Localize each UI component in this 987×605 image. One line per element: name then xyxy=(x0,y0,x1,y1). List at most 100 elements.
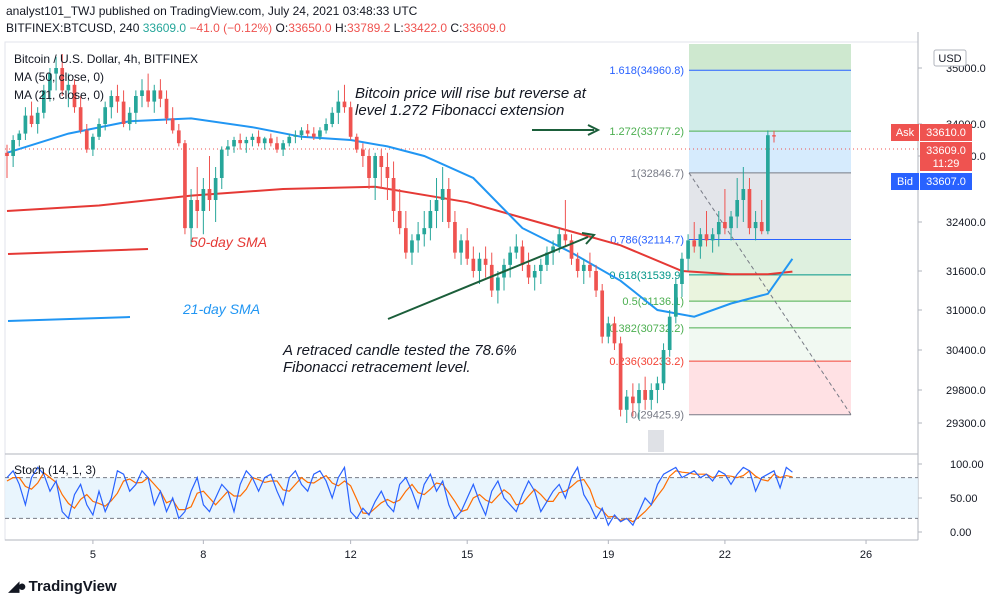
candle-body xyxy=(735,200,740,217)
candle-body xyxy=(637,390,641,404)
fib-extension-note: Bitcoin price will rise but reverse at le… xyxy=(355,85,587,119)
candle xyxy=(643,376,647,410)
stoch-d-line xyxy=(6,470,793,523)
y-tick-label: 32400.0 xyxy=(946,217,986,229)
candle xyxy=(551,240,555,265)
ma21-line xyxy=(6,117,794,318)
candle-body xyxy=(226,146,230,150)
candle-body xyxy=(17,133,22,140)
candle xyxy=(496,271,500,304)
candle-body xyxy=(741,189,746,200)
candle xyxy=(698,228,703,259)
y-tick-label: 31600.0 xyxy=(946,266,986,278)
candle-body xyxy=(532,271,537,278)
candle xyxy=(373,152,378,200)
candle-body xyxy=(330,112,335,124)
time-highlight xyxy=(648,430,664,452)
candle-body xyxy=(201,189,206,211)
candle xyxy=(759,200,764,235)
candle-body xyxy=(753,222,758,229)
candle-body xyxy=(643,390,647,400)
candle xyxy=(471,246,476,278)
fib-level-label: 1(32846.7) xyxy=(631,168,684,180)
ask-price: 33610.0 xyxy=(926,127,966,139)
candle-body xyxy=(489,264,494,291)
candle-body xyxy=(354,136,359,150)
candle-body xyxy=(287,136,292,144)
candle-body xyxy=(195,200,200,211)
price-change: −41.0 (−0.12%) xyxy=(189,21,273,35)
fib-band xyxy=(689,70,851,132)
candle-body xyxy=(158,90,163,99)
candle-body xyxy=(661,350,666,384)
candle-body xyxy=(575,258,580,271)
candle-body xyxy=(557,234,562,247)
candle xyxy=(532,264,537,291)
candle-body xyxy=(416,234,420,241)
candle-body xyxy=(581,264,586,271)
candle xyxy=(385,152,390,200)
candle xyxy=(176,124,181,147)
candle-body xyxy=(655,383,660,390)
candle xyxy=(680,252,684,297)
candle-body xyxy=(600,290,605,337)
candle xyxy=(195,167,200,229)
candle-body xyxy=(698,234,703,247)
candle-body xyxy=(97,124,101,137)
candle-body xyxy=(35,112,40,124)
candle xyxy=(48,68,52,102)
candle-body xyxy=(649,390,654,400)
fib-band xyxy=(689,274,851,302)
candle-body xyxy=(91,136,95,150)
brand-label: TradingView xyxy=(28,578,117,595)
currency-box[interactable] xyxy=(933,49,967,67)
candle-body xyxy=(391,178,396,211)
fib-level-label: 0.5(31136.1) xyxy=(622,296,684,308)
candle-body xyxy=(348,107,353,137)
candle-body xyxy=(305,130,310,134)
tv-logo-icon: ◢● xyxy=(8,578,27,595)
candlesticks xyxy=(5,54,776,423)
y-tick-label: 31000.0 xyxy=(946,305,986,317)
close-value: 33609.0 xyxy=(462,21,506,35)
candle xyxy=(434,178,439,229)
candle-body xyxy=(385,167,390,178)
candle-body xyxy=(115,96,120,102)
candle xyxy=(459,234,463,265)
candle xyxy=(716,211,721,247)
candle xyxy=(520,240,525,271)
candle xyxy=(72,79,77,113)
candle xyxy=(318,127,322,140)
tradingview-logo[interactable]: ◢● TradingView xyxy=(8,577,117,595)
candle xyxy=(269,133,273,147)
x-tick-label: 12 xyxy=(344,549,356,561)
candle xyxy=(54,56,58,91)
sma50-legend-line xyxy=(7,248,149,255)
candle-body xyxy=(624,396,629,410)
x-tick-label: 22 xyxy=(719,549,731,561)
candle xyxy=(103,101,108,131)
candle xyxy=(563,200,568,247)
candle xyxy=(23,107,28,140)
candle xyxy=(324,118,328,134)
ask-price-tag xyxy=(920,124,972,141)
candle-body xyxy=(72,84,77,108)
candle-body xyxy=(496,277,500,291)
stoch-tick-label: 0.00 xyxy=(950,527,971,539)
open-label: O: xyxy=(275,21,289,35)
candle xyxy=(361,143,365,167)
ma50-line xyxy=(6,185,793,276)
candle-body xyxy=(66,84,71,91)
candle xyxy=(655,376,660,404)
candle xyxy=(422,211,427,247)
candle-body xyxy=(520,246,525,265)
candle xyxy=(152,84,157,113)
candle xyxy=(164,90,169,124)
candle xyxy=(723,189,727,235)
fib-level-label: 0.618(31539.9) xyxy=(609,270,684,282)
candle-body xyxy=(299,130,304,136)
candle-body xyxy=(428,211,433,229)
candle-body xyxy=(563,234,568,241)
candle xyxy=(287,133,292,147)
